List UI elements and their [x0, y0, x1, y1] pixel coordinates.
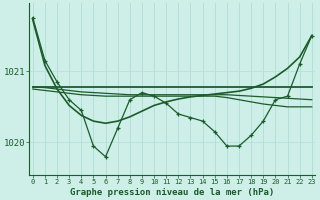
- X-axis label: Graphe pression niveau de la mer (hPa): Graphe pression niveau de la mer (hPa): [70, 188, 275, 197]
